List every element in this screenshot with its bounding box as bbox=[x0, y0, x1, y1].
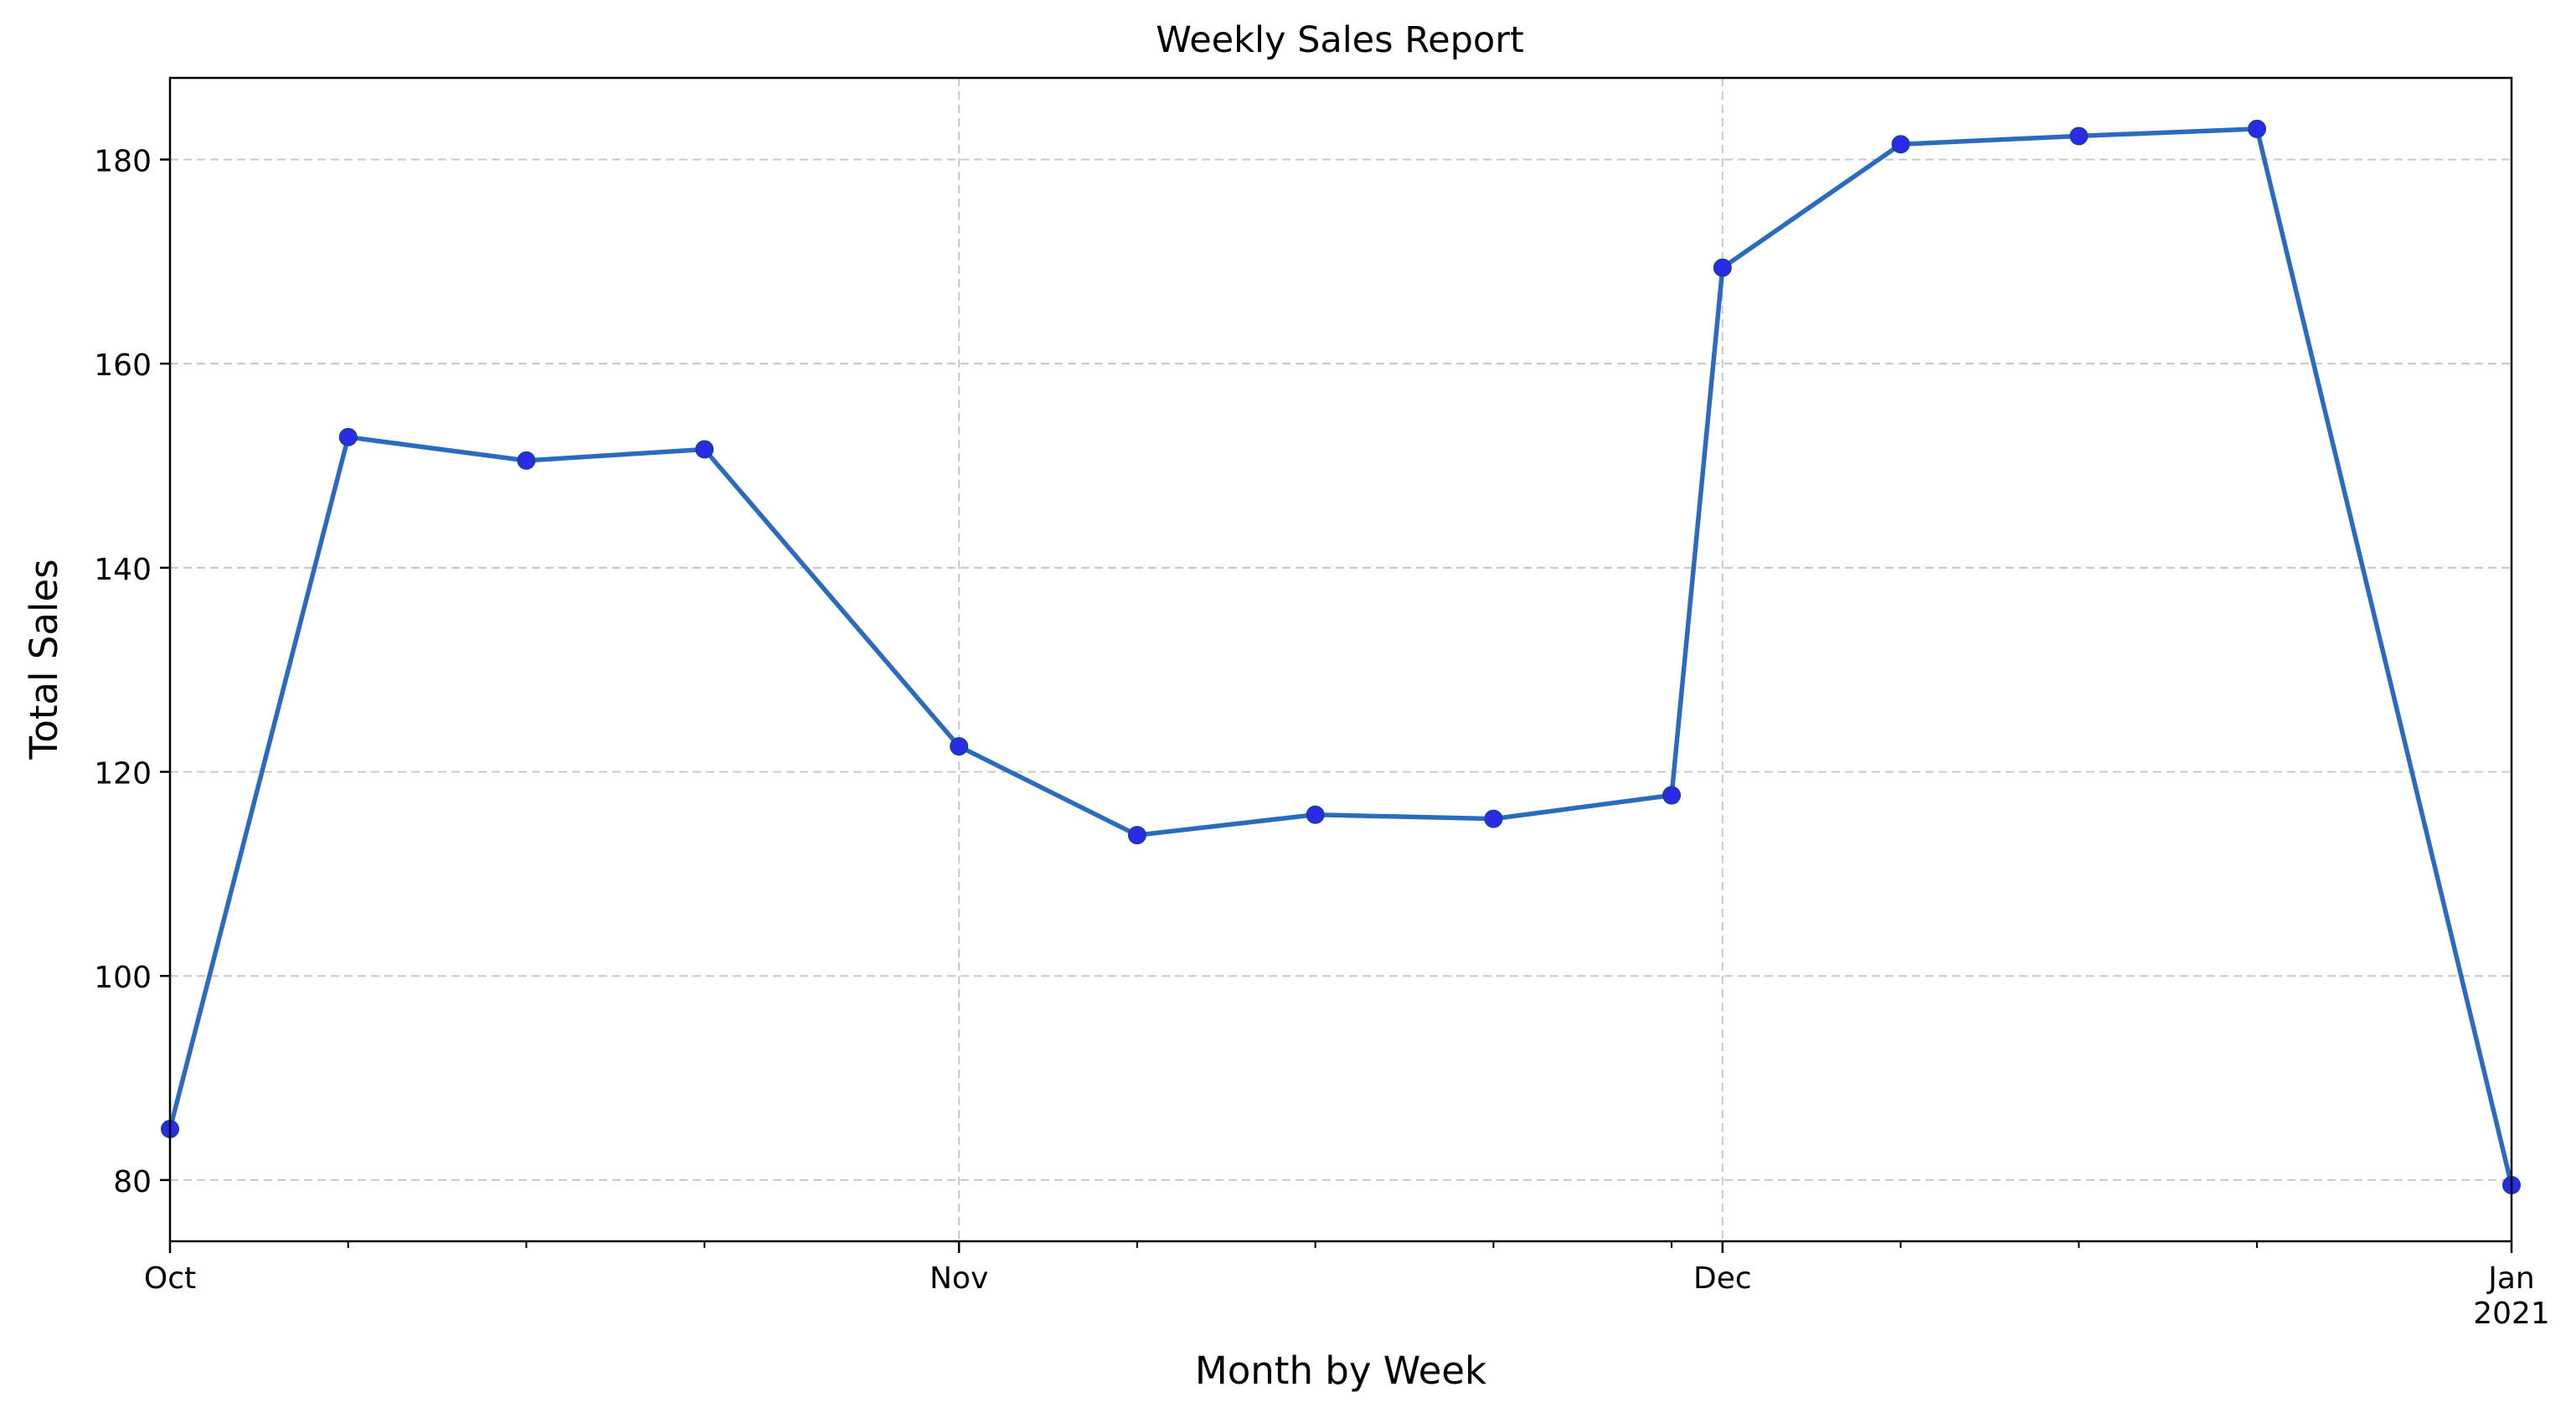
data-point bbox=[1306, 805, 1325, 824]
data-point bbox=[1662, 786, 1682, 805]
y-tick-label: 120 bbox=[94, 757, 152, 792]
series-line bbox=[167, 126, 2514, 1186]
x-tick-sublabel: 2021 bbox=[2473, 1297, 2550, 1331]
x-tick-label: Jan bbox=[2486, 1261, 2535, 1296]
data-point bbox=[1484, 809, 1503, 828]
x-tick-label: Oct bbox=[144, 1261, 196, 1296]
y-tick-label: 100 bbox=[94, 961, 152, 995]
y-tick-label: 180 bbox=[94, 144, 152, 178]
x-axis-label: Month by Week bbox=[1195, 1348, 1486, 1393]
series-layer bbox=[161, 119, 2521, 1194]
x-tick-label: Dec bbox=[1693, 1261, 1752, 1296]
plot-frame bbox=[168, 76, 2513, 1243]
y-tick-label: 80 bbox=[113, 1165, 152, 1199]
chart-title: Weekly Sales Report bbox=[1156, 19, 1524, 61]
grid bbox=[170, 78, 2512, 1241]
y-axis-label: Total Sales bbox=[22, 559, 66, 760]
data-point bbox=[695, 440, 714, 459]
y-tick-label: 160 bbox=[94, 348, 152, 383]
data-point bbox=[338, 427, 358, 446]
data-point bbox=[517, 451, 536, 470]
data-point bbox=[2069, 126, 2089, 146]
y-tick-label: 140 bbox=[94, 553, 152, 587]
data-point bbox=[1891, 135, 1910, 154]
data-point bbox=[2248, 119, 2267, 138]
data-point bbox=[950, 737, 969, 756]
data-point bbox=[1713, 258, 1732, 277]
data-point bbox=[1127, 826, 1146, 845]
x-tick-label: Nov bbox=[930, 1261, 988, 1296]
